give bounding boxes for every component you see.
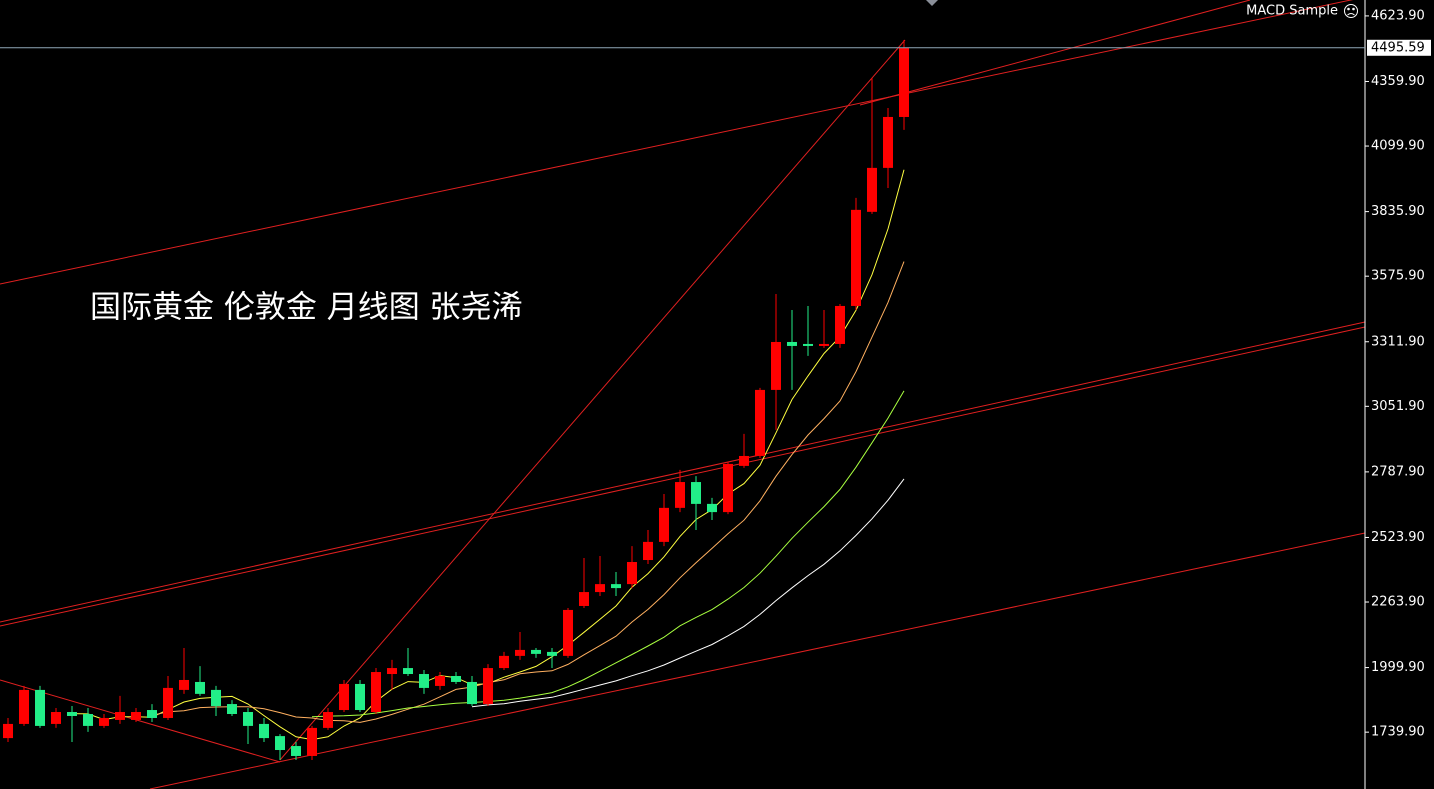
candle-body [291, 746, 301, 756]
candle-body [451, 676, 461, 682]
candle-body [723, 463, 733, 513]
candle-body [883, 116, 893, 168]
candle-body [195, 681, 205, 694]
candle-body [611, 584, 621, 589]
trend-line [0, 0, 1354, 285]
candle-body [531, 649, 541, 654]
candle-body [547, 651, 557, 656]
trend-line [149, 532, 1366, 789]
candle-body [675, 482, 685, 508]
candle-body [835, 305, 845, 344]
candle-body [19, 689, 29, 724]
last-price-box [1367, 39, 1431, 56]
indicator-icon [1344, 4, 1358, 18]
candle-body [131, 712, 141, 720]
moving-averages [71, 169, 905, 741]
candle-body [179, 679, 189, 690]
trend-lines [0, 0, 1366, 789]
candle-body [275, 736, 285, 751]
trend-line [0, 321, 1366, 623]
candle-body [211, 689, 221, 707]
candle-body [691, 482, 701, 504]
marker [926, 0, 938, 6]
y-tick-label: 3051.90 [1371, 399, 1425, 414]
candle-body [99, 717, 109, 726]
moving-average [311, 390, 905, 718]
candle-body [371, 672, 381, 713]
candle-body [163, 687, 173, 718]
candle-body [643, 541, 653, 561]
candle-body [3, 723, 13, 739]
trend-line [0, 679, 281, 763]
candle-body [803, 343, 813, 346]
candle-body [435, 676, 445, 686]
y-tick-label: 3575.90 [1371, 269, 1425, 284]
y-tick-label: 2787.90 [1371, 464, 1425, 479]
candle-body [387, 668, 397, 675]
candle-body [899, 47, 909, 117]
candle-body [787, 341, 797, 346]
chart-title: 国际黄金 伦敦金 月线图 张尧浠 [90, 290, 523, 326]
candle-body [355, 683, 365, 711]
candle-body [595, 584, 605, 593]
candle-body [707, 503, 717, 513]
candle-body [227, 704, 237, 714]
candle-body [419, 674, 429, 688]
candle-body [739, 455, 749, 466]
moving-average [471, 478, 905, 708]
candle-body [67, 712, 77, 716]
indicator-label: MACD Sample [1246, 4, 1338, 19]
moving-average [151, 261, 905, 723]
candles [3, 39, 909, 760]
candle-body [659, 507, 669, 542]
candle-body [579, 592, 589, 606]
candle-body [259, 723, 269, 739]
y-tick-label: 3835.90 [1371, 204, 1425, 219]
candle-body [83, 713, 93, 726]
candle-body [35, 689, 45, 726]
y-tick-label: 1999.90 [1371, 660, 1425, 675]
y-tick-label: 3311.90 [1371, 334, 1425, 349]
candle-body [339, 683, 349, 711]
candle-body [515, 649, 525, 656]
candle-body [307, 727, 317, 756]
candle-body [51, 712, 61, 724]
trend-line [279, 39, 906, 761]
candle-body [499, 655, 509, 669]
candle-body [323, 712, 333, 728]
candle-body [819, 343, 829, 346]
candle-body [867, 167, 877, 212]
candle-body [755, 389, 765, 456]
y-tick-label: 4623.90 [1371, 8, 1425, 23]
candle-body [563, 609, 573, 656]
last-price-label: 4495.59 [1371, 40, 1425, 55]
y-tick-label: 4359.90 [1371, 74, 1425, 89]
y-tick-label: 2523.90 [1371, 530, 1425, 545]
y-tick-label: 1739.90 [1371, 725, 1425, 740]
moving-average [71, 169, 905, 741]
y-tick-label: 2263.90 [1371, 595, 1425, 610]
candle-body [851, 209, 861, 306]
candle-body [403, 668, 413, 675]
candle-body [115, 712, 125, 720]
candle-body [483, 668, 493, 705]
candle-body [627, 562, 637, 585]
candle-body [243, 712, 253, 726]
candle-body [771, 341, 781, 390]
trend-line [859, 0, 1251, 106]
candle-body [147, 710, 157, 718]
y-tick-label: 4099.90 [1371, 139, 1425, 154]
candle-body [467, 681, 477, 705]
trend-line [0, 326, 1366, 627]
